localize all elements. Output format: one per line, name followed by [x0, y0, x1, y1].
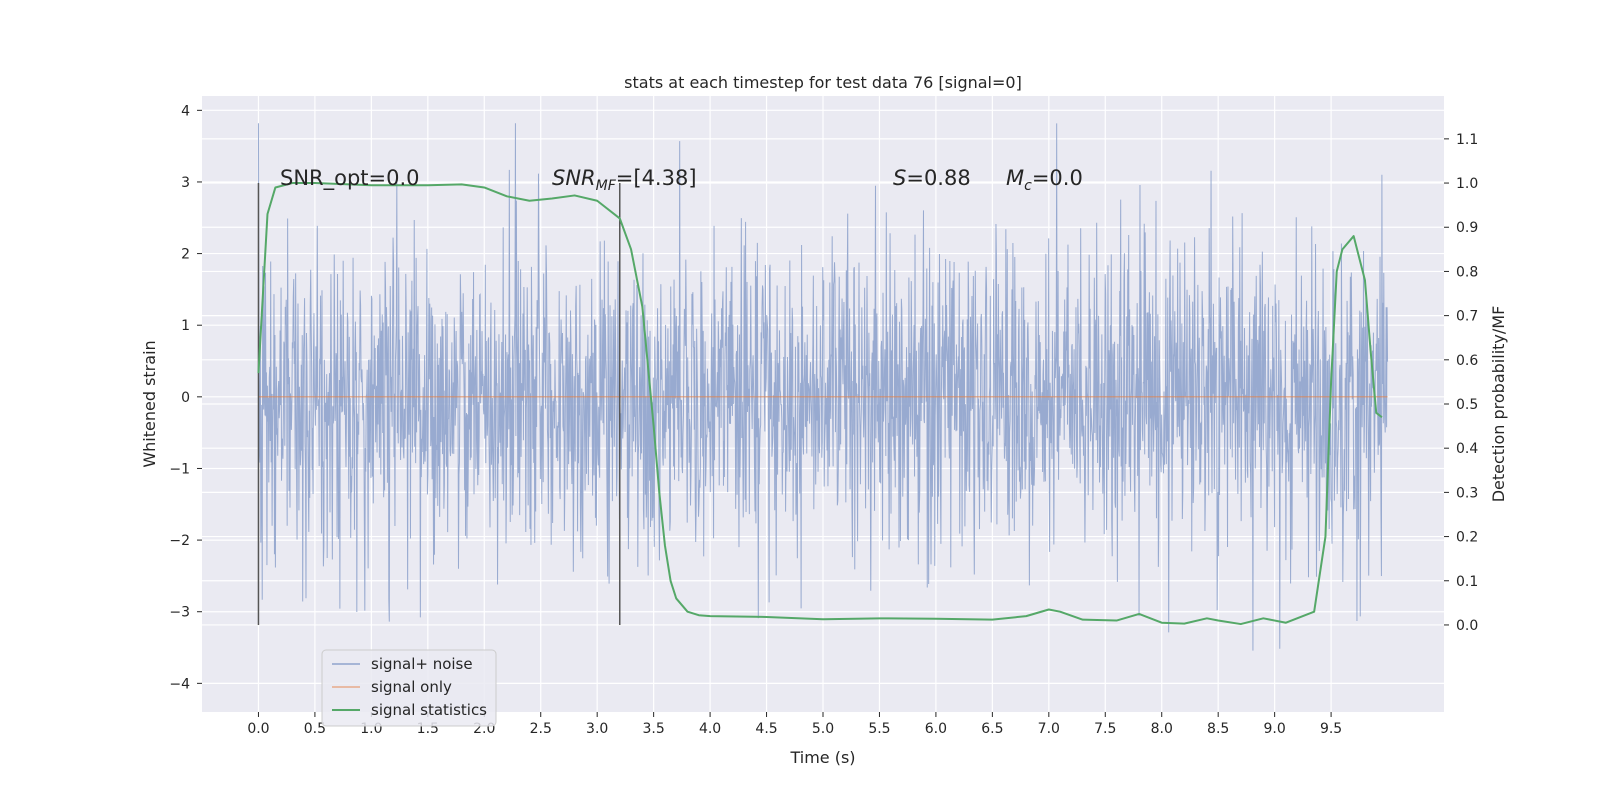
y-right-tick-label: 0.4	[1456, 441, 1478, 457]
signal-statistics-series	[257, 182, 1383, 626]
x-tick-label: 5.0	[812, 721, 834, 737]
y-left-tick-label: 1	[181, 318, 190, 334]
s-value: =0.88	[906, 166, 970, 190]
legend-box	[321, 649, 497, 727]
y-axis-right-label: Detection probability/MF	[1489, 306, 1508, 503]
snr-mf-prefix: SNR	[552, 166, 596, 190]
y-left-tick-label: 0	[181, 390, 190, 406]
y-left-tick-label: 4	[181, 103, 190, 119]
x-tick-label: 3.5	[643, 721, 665, 737]
y-left-tick-label: −3	[169, 605, 190, 621]
x-tick-label: 7.5	[1094, 721, 1116, 737]
signal-statistics-line	[257, 182, 1383, 626]
x-tick-label: 3.0	[586, 721, 608, 737]
y-axis-left-ticks: 4 3 2 1 0 −1 −2 −3 −4	[169, 103, 202, 692]
y-right-tick-label: 0.5	[1456, 397, 1478, 413]
snr-mf-subscript: MF	[596, 178, 617, 194]
chart-title: stats at each timestep for test data 76 …	[624, 73, 1022, 92]
annotation-snr-opt: SNR_opt=0.0	[280, 166, 420, 191]
annotation-mc: Mc=0.0	[1006, 166, 1083, 194]
y-right-tick-label: 0.3	[1456, 485, 1478, 501]
signal-noise-series	[257, 123, 1389, 651]
mc-prefix: M	[1006, 166, 1024, 190]
y-right-tick-label: 0.6	[1456, 353, 1478, 369]
y-right-tick-label: 0.1	[1456, 574, 1478, 590]
x-tick-label: 4.5	[755, 721, 777, 737]
y-right-tick-label: 0.2	[1456, 530, 1478, 546]
x-tick-label: 2.5	[530, 721, 552, 737]
y-left-tick-label: −2	[169, 533, 190, 549]
x-tick-label: 8.0	[1151, 721, 1173, 737]
y-right-tick-label: 0.0	[1456, 618, 1478, 634]
s-prefix: S	[893, 166, 906, 190]
legend-label-noise: signal+ noise	[371, 655, 473, 673]
snr-mf-value: =[4.38]	[616, 166, 697, 190]
x-tick-label: 4.0	[699, 721, 721, 737]
x-tick-label: 8.5	[1207, 721, 1229, 737]
x-tick-label: 0.0	[247, 721, 269, 737]
x-tick-label: 6.0	[925, 721, 947, 737]
signal-noise-line	[257, 123, 1389, 651]
x-tick-label: 6.5	[981, 721, 1003, 737]
y-axis-left-label: Whitened strain	[140, 340, 159, 467]
legend-label-signal-only: signal only	[371, 678, 452, 696]
y-right-tick-label: 1.1	[1456, 132, 1478, 148]
x-axis-label: Time (s)	[789, 748, 855, 767]
y-right-tick-label: 0.7	[1456, 309, 1478, 325]
legend: signal+ noise signal only signal statist…	[321, 649, 497, 727]
y-axis-right-ticks: 1.1 1.0 0.9 0.8 0.7 0.6 0.5 0.4 0.3 0.2 0.1 0.0	[1444, 132, 1478, 634]
vertical-markers	[257, 183, 621, 625]
y-left-tick-label: 3	[181, 175, 190, 191]
y-right-tick-label: 1.0	[1456, 176, 1478, 192]
annotation-s: S=0.88	[893, 166, 971, 190]
y-right-tick-label: 0.9	[1456, 220, 1478, 236]
mc-value: =0.0	[1032, 166, 1083, 190]
x-tick-label: 9.0	[1264, 721, 1286, 737]
y-right-tick-label: 0.8	[1456, 264, 1478, 280]
mc-subscript: c	[1024, 178, 1032, 194]
y-left-tick-label: 2	[181, 247, 190, 263]
x-tick-label: 0.5	[304, 721, 326, 737]
annotation-snr-mf: SNRMF=[4.38]	[552, 166, 697, 194]
x-tick-label: 5.5	[868, 721, 890, 737]
x-tick-label: 7.0	[1038, 721, 1060, 737]
legend-label-statistics: signal statistics	[371, 701, 487, 719]
x-tick-label: 9.5	[1320, 721, 1342, 737]
y-left-tick-label: −4	[169, 676, 190, 692]
y-left-tick-label: −1	[169, 461, 190, 477]
